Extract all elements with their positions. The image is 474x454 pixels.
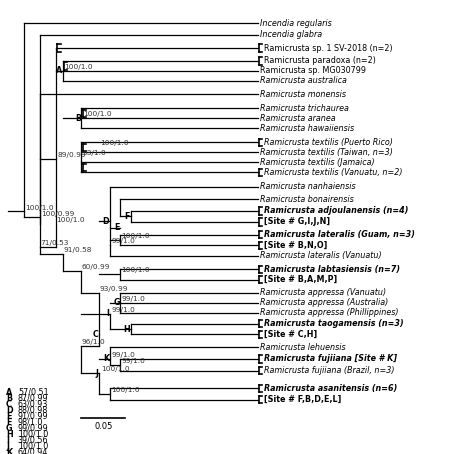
Text: 100/1.0: 100/1.0 xyxy=(121,267,150,273)
Text: A: A xyxy=(56,66,62,75)
Text: 100/1.0: 100/1.0 xyxy=(64,64,93,70)
Text: [Site # F,B,D,E,L]: [Site # F,B,D,E,L] xyxy=(264,395,341,404)
Text: 99/0.99: 99/0.99 xyxy=(18,424,49,433)
Text: K: K xyxy=(6,448,12,454)
Text: C: C xyxy=(6,400,12,409)
Text: Ramicrusta australica: Ramicrusta australica xyxy=(260,76,346,85)
Text: 93/0.99: 93/0.99 xyxy=(100,286,128,292)
Text: 0.05: 0.05 xyxy=(94,422,113,431)
Text: 100/1.0: 100/1.0 xyxy=(26,205,54,211)
Text: 100/1.0: 100/1.0 xyxy=(100,140,129,146)
Text: Ramicrusta textilis (Jamaica): Ramicrusta textilis (Jamaica) xyxy=(260,158,374,167)
Text: Ramicrusta trichaurea: Ramicrusta trichaurea xyxy=(260,104,348,113)
Text: 99/1.0: 99/1.0 xyxy=(111,352,135,358)
Text: B: B xyxy=(75,114,81,123)
Text: J: J xyxy=(96,369,99,378)
Text: 100/0.99: 100/0.99 xyxy=(41,211,75,217)
Text: 60/0.99: 60/0.99 xyxy=(82,264,110,270)
Text: Incendia regularis: Incendia regularis xyxy=(260,19,331,28)
Text: I: I xyxy=(6,436,9,445)
Text: 99/1.0: 99/1.0 xyxy=(121,296,146,302)
Text: J: J xyxy=(6,442,9,451)
Text: 100/1.0: 100/1.0 xyxy=(56,217,85,222)
Text: [Site # B,A,M,P]: [Site # B,A,M,P] xyxy=(264,275,337,284)
Text: Ramicrusta nanhaiensis: Ramicrusta nanhaiensis xyxy=(260,183,355,191)
Text: Ramicrusta appressa (Phillippines): Ramicrusta appressa (Phillippines) xyxy=(260,308,398,317)
Text: Ramicrusta appressa (Vanuatu): Ramicrusta appressa (Vanuatu) xyxy=(260,288,386,297)
Text: Ramicrusta bonairensis: Ramicrusta bonairensis xyxy=(260,195,354,204)
Text: Ramicrusta taogamensis (n=3): Ramicrusta taogamensis (n=3) xyxy=(264,319,403,328)
Text: Ramicrusta sp. 1 SV-2018 (n=2): Ramicrusta sp. 1 SV-2018 (n=2) xyxy=(264,44,392,53)
Text: E: E xyxy=(6,412,11,421)
Text: Ramicrusta textilis (Taiwan, n=3): Ramicrusta textilis (Taiwan, n=3) xyxy=(260,148,392,157)
Text: Ramicrusta lateralis (Vanuatu): Ramicrusta lateralis (Vanuatu) xyxy=(260,252,381,261)
Text: H: H xyxy=(6,430,13,439)
Text: Ramicrusta paradoxa (n=2): Ramicrusta paradoxa (n=2) xyxy=(264,56,376,65)
Text: 91/0.58: 91/0.58 xyxy=(63,247,91,252)
Text: Ramicrusta monensis: Ramicrusta monensis xyxy=(260,90,346,99)
Text: [Site # G,I,J,N]: [Site # G,I,J,N] xyxy=(264,217,330,227)
Text: 64/0.94: 64/0.94 xyxy=(18,448,48,454)
Text: Incendia glabra: Incendia glabra xyxy=(260,30,322,39)
Text: G: G xyxy=(113,298,119,307)
Text: 96/1.0: 96/1.0 xyxy=(82,339,106,345)
Text: 100/1.0: 100/1.0 xyxy=(83,111,111,117)
Text: 99/1.0: 99/1.0 xyxy=(111,306,135,312)
Text: 99/1.0: 99/1.0 xyxy=(111,238,135,244)
Text: A: A xyxy=(6,388,12,397)
Text: 93/1.0: 93/1.0 xyxy=(83,150,107,156)
Text: 57/0.51: 57/0.51 xyxy=(18,388,48,397)
Text: Ramicrusta hawaiiensis: Ramicrusta hawaiiensis xyxy=(260,124,354,133)
Text: 99/1.0: 99/1.0 xyxy=(121,358,146,364)
Text: [Site # B,N,O]: [Site # B,N,O] xyxy=(264,241,327,250)
Text: Ramicrusta sp. MG030799: Ramicrusta sp. MG030799 xyxy=(260,66,365,75)
Text: 88/0.98: 88/0.98 xyxy=(18,406,48,415)
Text: Ramicrusta textilis (Vanuatu, n=2): Ramicrusta textilis (Vanuatu, n=2) xyxy=(264,168,402,177)
Text: 100/1.0: 100/1.0 xyxy=(18,430,48,439)
Text: 89/0.99: 89/0.99 xyxy=(57,152,86,158)
Text: Ramicrusta asanitensis (n=6): Ramicrusta asanitensis (n=6) xyxy=(264,384,397,393)
Text: Ramicrusta appressa (Australia): Ramicrusta appressa (Australia) xyxy=(260,298,388,307)
Text: F: F xyxy=(125,212,130,221)
Text: 71/0.53: 71/0.53 xyxy=(40,240,69,246)
Text: 100/1.0: 100/1.0 xyxy=(101,366,129,372)
Text: Ramicrusta adjoulanensis (n=4): Ramicrusta adjoulanensis (n=4) xyxy=(264,207,408,215)
Text: Ramicrusta textilis (Puerto Rico): Ramicrusta textilis (Puerto Rico) xyxy=(264,138,393,147)
Text: Ramicrusta aranea: Ramicrusta aranea xyxy=(260,114,335,123)
Text: Ramicrusta labtasiensis (n=7): Ramicrusta labtasiensis (n=7) xyxy=(264,265,400,274)
Text: 100/1.0: 100/1.0 xyxy=(111,387,140,393)
Text: B: B xyxy=(6,394,12,403)
Text: Ramicrusta lateralis (Guam, n=3): Ramicrusta lateralis (Guam, n=3) xyxy=(264,230,415,239)
Text: C: C xyxy=(93,330,99,339)
Text: Ramicrusta fujiiana (Brazil, n=3): Ramicrusta fujiiana (Brazil, n=3) xyxy=(264,366,394,375)
Text: D: D xyxy=(103,217,109,226)
Text: 63/0.93: 63/0.93 xyxy=(18,400,48,409)
Text: 100/1.0: 100/1.0 xyxy=(121,233,150,239)
Text: [Site # C,H]: [Site # C,H] xyxy=(264,330,317,339)
Text: 87/0.99: 87/0.99 xyxy=(18,394,48,403)
Text: 98/1.0: 98/1.0 xyxy=(18,418,43,427)
Text: K: K xyxy=(103,354,109,363)
Text: Ramicrusta fujiiana [Site # K]: Ramicrusta fujiiana [Site # K] xyxy=(264,354,397,363)
Text: 100/1.0: 100/1.0 xyxy=(18,442,48,451)
Text: F: F xyxy=(6,418,11,427)
Text: 39/0.56: 39/0.56 xyxy=(18,436,48,445)
Text: H: H xyxy=(123,325,130,334)
Text: I: I xyxy=(106,309,109,318)
Text: 91/0.99: 91/0.99 xyxy=(18,412,48,421)
Text: E: E xyxy=(114,223,119,232)
Text: D: D xyxy=(6,406,13,415)
Text: G: G xyxy=(6,424,13,433)
Text: Ramicrusta lehuensis: Ramicrusta lehuensis xyxy=(260,343,345,352)
